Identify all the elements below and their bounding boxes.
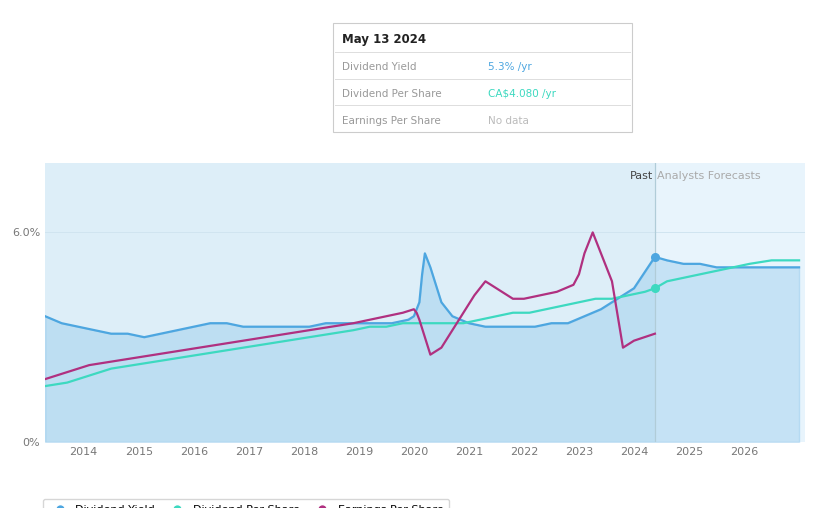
Bar xyxy=(655,163,805,442)
Text: Dividend Yield: Dividend Yield xyxy=(342,62,417,72)
Legend: Dividend Yield, Dividend Per Share, Earnings Per Share: Dividend Yield, Dividend Per Share, Earn… xyxy=(44,499,449,508)
Text: CA$4.080 /yr: CA$4.080 /yr xyxy=(488,89,557,99)
Text: Dividend Per Share: Dividend Per Share xyxy=(342,89,442,99)
Text: Past: Past xyxy=(630,171,653,181)
Text: May 13 2024: May 13 2024 xyxy=(342,34,426,47)
Text: 5.3% /yr: 5.3% /yr xyxy=(488,62,532,72)
Text: No data: No data xyxy=(488,116,530,125)
Text: Earnings Per Share: Earnings Per Share xyxy=(342,116,441,125)
Text: Analysts Forecasts: Analysts Forecasts xyxy=(657,171,761,181)
Bar xyxy=(45,163,655,442)
